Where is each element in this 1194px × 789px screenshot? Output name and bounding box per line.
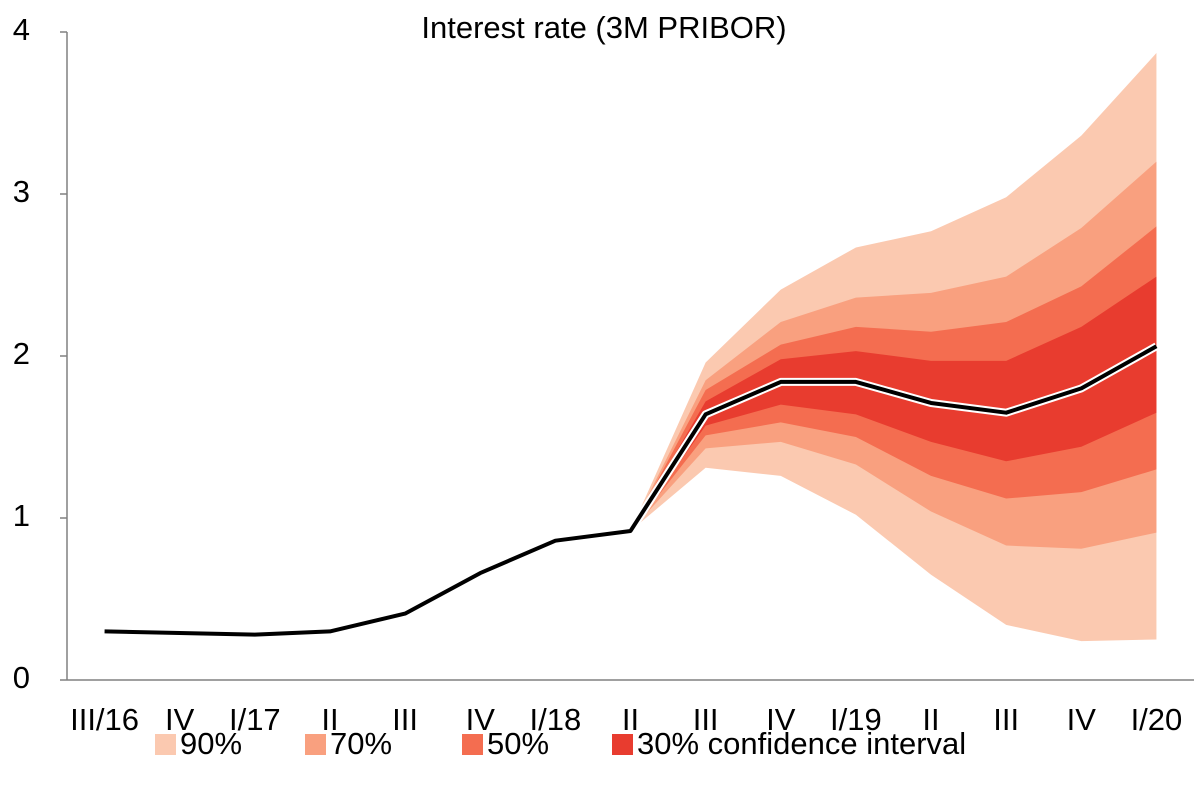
y-tick-label: 0 (13, 660, 30, 695)
legend-swatch (612, 734, 633, 755)
confidence-band (630, 276, 1157, 531)
x-tick-label: I/20 (1131, 702, 1183, 737)
legend-label: 50% (487, 726, 549, 761)
y-tick-label: 2 (13, 336, 30, 371)
y-tick-label: 1 (13, 498, 30, 533)
x-tick-label: II (321, 702, 338, 737)
legend-label: 70% (330, 726, 392, 761)
x-tick-label: IV (766, 702, 796, 737)
x-tick-label: IV (165, 702, 195, 737)
x-tick-label: II (622, 702, 639, 737)
x-tick-label: III/16 (70, 702, 139, 737)
legend-label: 90% (180, 726, 242, 761)
chart-title: Interest rate (3M PRIBOR) (421, 10, 786, 45)
x-tick-label: III (693, 702, 719, 737)
x-tick-label: III (392, 702, 418, 737)
x-tick-label: II (922, 702, 939, 737)
x-tick-label: III (993, 702, 1019, 737)
legend-swatch (155, 734, 176, 755)
x-tick-label: IV (1067, 702, 1097, 737)
x-tick-label: IV (466, 702, 496, 737)
x-tick-label: I/17 (229, 702, 281, 737)
line (104, 344, 1158, 637)
y-tick-label: 3 (13, 174, 30, 209)
legend-label: 30% confidence interval (637, 726, 966, 761)
x-tick-label: I/18 (530, 702, 582, 737)
x-tick-label: I/19 (830, 702, 882, 737)
legend-swatch (305, 734, 326, 755)
legend-swatch (462, 734, 483, 755)
y-tick-label: 4 (13, 12, 30, 47)
